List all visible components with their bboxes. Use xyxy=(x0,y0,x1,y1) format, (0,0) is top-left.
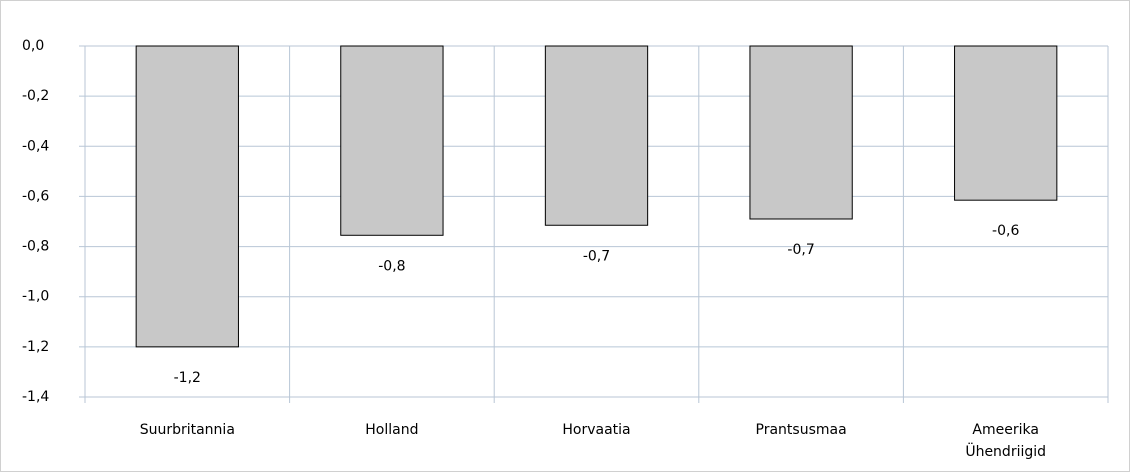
x-tick-label: Prantsusmaa xyxy=(755,422,847,438)
data-label: -0,8 xyxy=(378,258,405,274)
y-tick-label: -1,0 xyxy=(22,289,49,305)
bar xyxy=(749,45,853,220)
x-tick-label: Ameerika Ühendriigid xyxy=(965,422,1047,460)
y-tick-label: -0,2 xyxy=(22,88,49,104)
data-label: -1,2 xyxy=(174,370,201,386)
data-label: -0,7 xyxy=(787,242,814,258)
y-tick-label: -1,4 xyxy=(22,389,49,405)
y-tick-label: 0,0 xyxy=(22,38,44,54)
data-label: -0,7 xyxy=(583,248,610,264)
bar xyxy=(544,45,649,226)
data-label: -0,6 xyxy=(992,223,1019,239)
x-tick-label: Suurbritannia xyxy=(139,422,235,438)
y-tick-label: -1,2 xyxy=(22,339,49,355)
x-tick-label: Horvaatia xyxy=(562,422,631,438)
bar xyxy=(340,45,444,236)
y-tick-label: -0,8 xyxy=(22,239,49,255)
bar xyxy=(135,45,239,348)
y-tick-label: -0,4 xyxy=(22,138,49,154)
bar xyxy=(954,45,1058,201)
y-tick-label: -0,6 xyxy=(22,188,49,204)
x-tick-label: Holland xyxy=(365,422,419,438)
